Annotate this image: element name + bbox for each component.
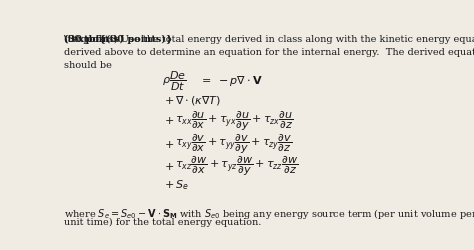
Text: $\tau_{xy}\dfrac{\partial v}{\partial x}+\tau_{yy}\dfrac{\partial v}{\partial y}: $\tau_{xy}\dfrac{\partial v}{\partial x}… <box>175 132 292 155</box>
Text: $+$: $+$ <box>164 138 174 149</box>
Text: $\nabla\cdot(\kappa\nabla T)$: $\nabla\cdot(\kappa\nabla T)$ <box>175 94 221 107</box>
Text: $= \ -p\nabla\cdot\mathbf{V}$: $= \ -p\nabla\cdot\mathbf{V}$ <box>199 74 263 88</box>
Text: where $S_e = S_{e0} - \mathbf{V}\cdot\mathbf{S}_\mathbf{M}$ with $S_{e0}$ being : where $S_e = S_{e0} - \mathbf{V}\cdot\ma… <box>64 206 474 220</box>
Text: $+$: $+$ <box>164 178 174 190</box>
Text: derived above to determine an equation for the internal energy.  The derived equ: derived above to determine an equation f… <box>64 48 474 57</box>
Text: $\tau_{xx}\dfrac{\partial u}{\partial x}+\tau_{yx}\dfrac{\partial u}{\partial y}: $\tau_{xx}\dfrac{\partial u}{\partial x}… <box>175 109 293 132</box>
Text: unit time) for the total energy equation.: unit time) for the total energy equation… <box>64 217 261 226</box>
Text: $+$: $+$ <box>164 115 174 126</box>
Text: $+$: $+$ <box>164 95 174 106</box>
Text: $S_e$: $S_e$ <box>175 177 189 191</box>
Text: $\rho\dfrac{De}{Dt}$: $\rho\dfrac{De}{Dt}$ <box>162 69 186 93</box>
Text: $\tau_{xz}\dfrac{\partial w}{\partial x}+\tau_{yz}\dfrac{\partial w}{\partial y}: $\tau_{xz}\dfrac{\partial w}{\partial x}… <box>175 154 298 178</box>
Text: should be: should be <box>64 61 111 70</box>
Text: \textbf{(30 points)}: \textbf{(30 points)} <box>64 35 172 44</box>
Text: (30 points) Use the total energy derived in class along with the kinetic energy : (30 points) Use the total energy derived… <box>64 35 474 44</box>
Text: $+$: $+$ <box>164 160 174 171</box>
Text: (30 points): (30 points) <box>64 35 124 44</box>
